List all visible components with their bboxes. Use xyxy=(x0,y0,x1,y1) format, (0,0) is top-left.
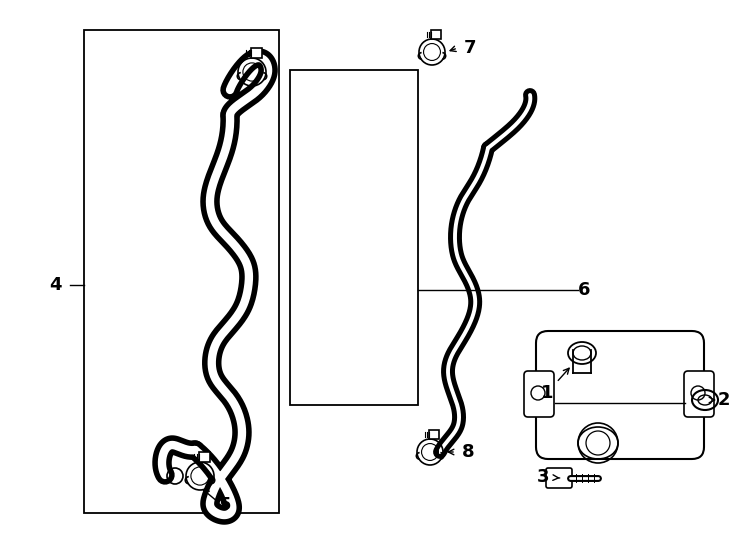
FancyBboxPatch shape xyxy=(684,371,714,417)
Bar xyxy=(290,70,418,405)
Text: 5: 5 xyxy=(219,496,231,514)
Bar xyxy=(84,30,279,513)
Text: 4: 4 xyxy=(48,276,61,294)
Text: 8: 8 xyxy=(462,443,474,461)
FancyBboxPatch shape xyxy=(546,468,572,488)
Bar xyxy=(250,48,262,58)
Bar xyxy=(199,452,210,462)
Text: 6: 6 xyxy=(578,281,590,299)
FancyBboxPatch shape xyxy=(536,331,704,459)
Text: 1: 1 xyxy=(541,384,553,402)
Text: 7: 7 xyxy=(464,39,476,57)
Bar xyxy=(431,30,441,39)
FancyBboxPatch shape xyxy=(524,371,554,417)
Bar xyxy=(429,430,439,439)
Text: 3: 3 xyxy=(537,468,549,486)
Text: 2: 2 xyxy=(718,391,730,409)
